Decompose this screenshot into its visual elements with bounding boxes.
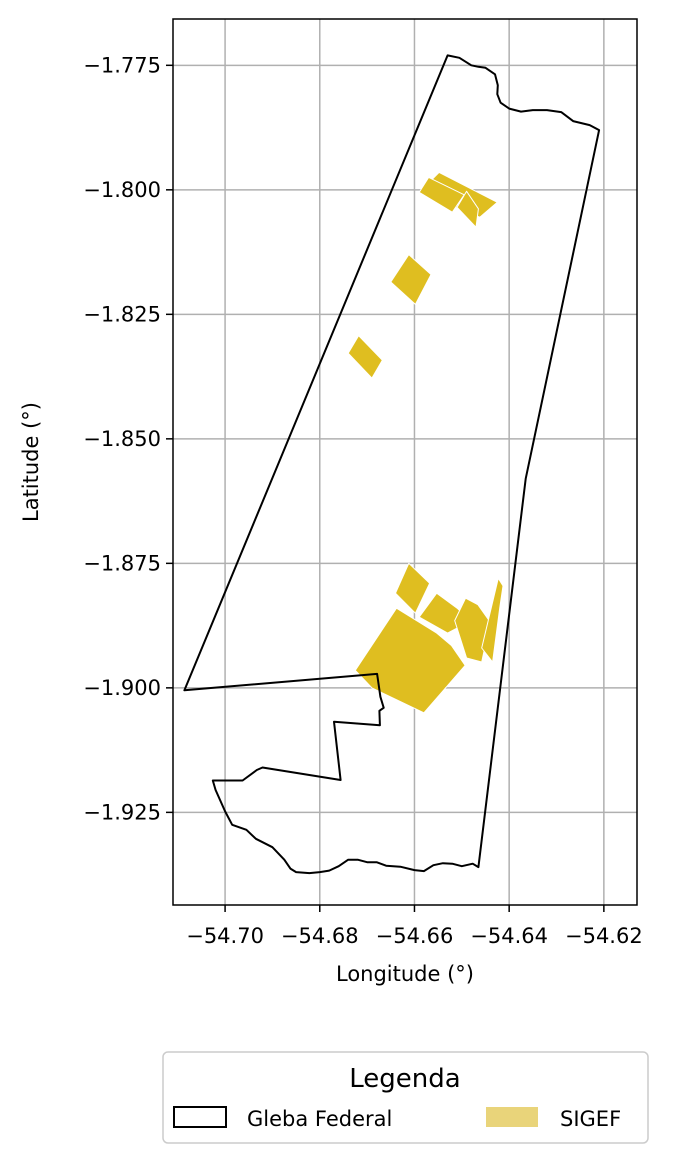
y-tick-label: −1.825 [83, 302, 161, 326]
plot-frame [172, 18, 638, 906]
y-axis-title: Latitude (°) [19, 402, 43, 522]
layer-gleba-federal [183, 54, 601, 875]
y-tick-label: −1.775 [83, 53, 161, 77]
sigef-polygon [456, 190, 479, 228]
x-tick-label: −54.62 [565, 924, 643, 948]
x-axis-ticks: −54.70 −54.68 −54.66 −54.64 −54.62 [186, 905, 643, 948]
sigef-polygon [390, 254, 432, 305]
y-tick-label: −1.925 [83, 800, 161, 824]
legend: Legenda Gleba Federal SIGEF [162, 1051, 649, 1144]
legend-label-sigef: SIGEF [560, 1107, 621, 1131]
y-tick-label: −1.875 [83, 551, 161, 575]
x-tick-label: −54.64 [470, 924, 548, 948]
grid [173, 19, 637, 905]
x-tick-label: −54.70 [186, 924, 264, 948]
map-layers [183, 54, 601, 875]
sigef-polygon [395, 562, 431, 614]
legend-label-gleba-federal: Gleba Federal [247, 1107, 392, 1131]
y-axis-ticks: −1.775 −1.800 −1.825 −1.850 −1.875 −1.900 −1.9… [83, 53, 173, 824]
legend-title: Legenda [349, 1064, 460, 1094]
sigef-polygon [481, 577, 504, 663]
legend-swatch-gleba-federal [173, 1106, 227, 1128]
sigef-polygon [347, 335, 383, 379]
y-tick-label: −1.800 [83, 178, 161, 202]
x-axis-title: Longitude (°) [336, 962, 474, 986]
y-tick-label: −1.900 [83, 676, 161, 700]
x-tick-label: −54.68 [281, 924, 359, 948]
gleba-federal-polygon [183, 54, 601, 875]
y-tick-label: −1.850 [83, 427, 161, 451]
legend-swatch-sigef [486, 1107, 538, 1127]
x-tick-label: −54.66 [376, 924, 454, 948]
layer-sigef [347, 122, 601, 714]
